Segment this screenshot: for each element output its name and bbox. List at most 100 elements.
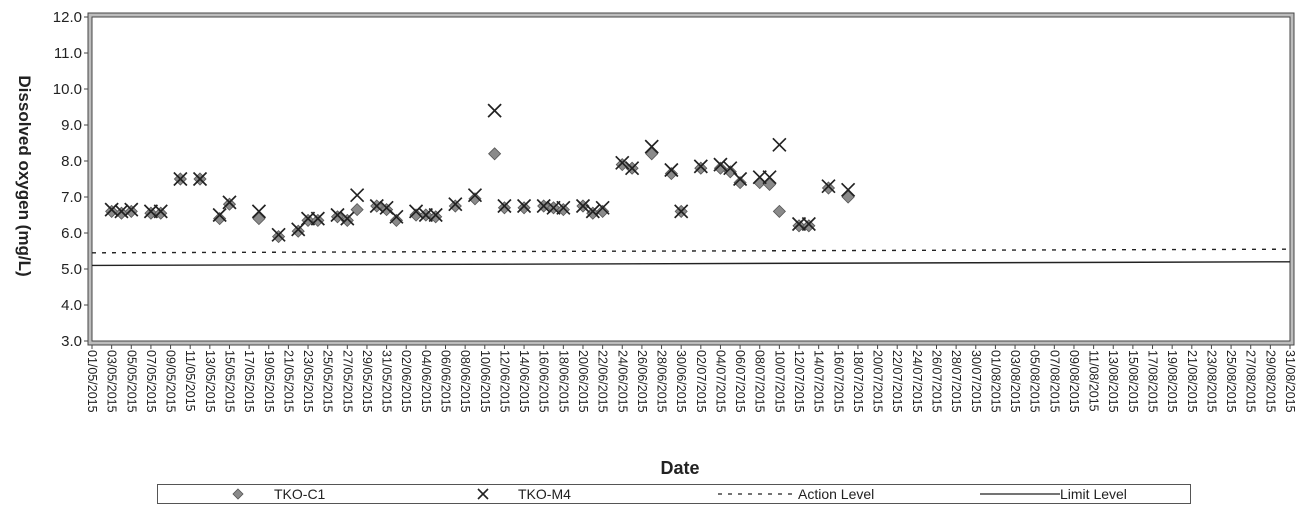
y-tick-label: 3.0 (61, 333, 82, 350)
cross-stroke (251, 204, 267, 219)
data-point-tko-c1 (272, 230, 286, 244)
data-point-tko-c1 (429, 210, 443, 224)
x-tick-label: 02/06/2015 (399, 350, 413, 413)
y-tick-label: 4.0 (61, 297, 82, 314)
y-tick-label: 9.0 (61, 117, 82, 134)
plot-inner (91, 16, 1291, 342)
cross-stroke (448, 197, 463, 212)
data-point-tko-c1 (154, 206, 168, 220)
cross-stroke (173, 171, 188, 187)
data-point-tko-m4 (310, 211, 325, 226)
dashed-line-icon (718, 493, 798, 495)
x-tick-label: 31/05/2015 (380, 350, 394, 413)
data-point-tko-c1 (488, 147, 502, 161)
x-tick-label: 12/07/2015 (792, 350, 806, 413)
y-axis-label: Dissolved oxygen (mg/L) (15, 75, 34, 276)
legend-label-action-level: Action Level (798, 486, 875, 502)
data-point-tko-m4 (428, 207, 443, 223)
data-point-tko-m4 (124, 202, 139, 217)
x-tick-label: 28/07/2015 (949, 350, 963, 413)
x-tick-label: 03/05/2015 (105, 350, 119, 413)
x-tick-label: 22/07/2015 (890, 350, 904, 413)
data-point-tko-c1 (330, 210, 345, 224)
data-point-tko-c1 (792, 219, 806, 233)
x-tick-label: 01/05/2015 (85, 350, 99, 413)
x-tick-label: 17/05/2015 (242, 350, 256, 413)
x-tick-label: 12/06/2015 (497, 350, 511, 413)
cross-stroke (723, 161, 738, 176)
data-point-tko-c1 (713, 161, 728, 175)
y-tick-label: 10.0 (53, 81, 82, 98)
data-point-tko-m4 (497, 198, 512, 214)
x-tick-label: 16/07/2015 (831, 350, 845, 413)
data-point-tko-c1 (821, 181, 836, 195)
cross-stroke (408, 204, 424, 219)
data-point-tko-m4 (251, 204, 267, 219)
x-tick-label: 28/06/2015 (655, 350, 669, 413)
y-tick-label: 7.0 (61, 189, 82, 206)
x-tick-label: 18/06/2015 (556, 350, 570, 413)
x-tick-label: 09/05/2015 (164, 350, 178, 413)
data-point-tko-c1 (556, 203, 570, 217)
cross-stroke (271, 227, 286, 242)
data-point-tko-m4 (772, 137, 787, 152)
data-point-tko-c1 (213, 212, 227, 226)
x-tick-label: 29/05/2015 (360, 350, 374, 413)
data-point-tko-m4 (222, 195, 237, 210)
cross-stroke (379, 200, 394, 215)
cross-stroke (114, 204, 129, 219)
cross-stroke (516, 198, 532, 214)
data-point-tko-m4 (350, 188, 365, 203)
data-point-tko-m4 (644, 139, 659, 154)
y-tick-label: 12.0 (53, 9, 82, 26)
limit-level-line (91, 261, 1291, 267)
data-point-tko-m4 (408, 204, 424, 219)
data-point-tko-c1 (497, 201, 511, 215)
x-tick-label: 24/06/2015 (615, 350, 629, 413)
x-tick-label: 19/05/2015 (262, 350, 276, 413)
data-point-tko-c1 (733, 176, 747, 190)
x-tick-label: 23/05/2015 (301, 350, 315, 413)
x-tick-label: 08/07/2015 (753, 350, 767, 413)
cross-stroke (644, 139, 659, 154)
x-tick-label: 26/06/2015 (635, 350, 649, 413)
legend-item-action-level: Action Level (718, 485, 874, 503)
legend: TKO-C1 TKO-M4 Action Level Limit Level (157, 484, 1191, 504)
data-point-tko-c1 (380, 203, 394, 217)
x-tick-label: 27/05/2015 (340, 350, 354, 413)
data-point-tko-c1 (448, 199, 462, 213)
cross-stroke (732, 171, 748, 187)
threshold-lines (91, 248, 1291, 267)
cross-stroke (192, 171, 208, 187)
data-point-tko-c1 (802, 219, 816, 233)
data-point-tko-c1 (340, 213, 354, 227)
x-tick-label: 05/08/2015 (1028, 350, 1042, 413)
cross-stroke (693, 159, 708, 174)
data-point-tko-m4 (330, 207, 345, 223)
x-tick-label: 22/06/2015 (596, 350, 610, 413)
x-tick-label: 15/05/2015 (222, 350, 236, 413)
cross-stroke (330, 207, 345, 223)
x-tick-label: 02/07/2015 (694, 350, 708, 413)
data-point-tko-m4 (801, 216, 816, 232)
cross-stroke (801, 216, 816, 232)
cross-stroke (350, 188, 365, 203)
x-tick-label: 29/08/2015 (1263, 350, 1277, 413)
data-point-tko-c1 (124, 204, 138, 218)
x-tick-label: 07/08/2015 (1047, 350, 1061, 413)
x-tick-label: 13/05/2015 (203, 350, 217, 413)
cross-stroke (615, 155, 630, 170)
data-point-tko-m4 (153, 204, 168, 219)
data-point-tko-c1 (389, 213, 403, 227)
x-tick-label: 20/07/2015 (871, 350, 885, 413)
y-tick-label: 8.0 (61, 153, 82, 170)
cross-stroke (340, 211, 355, 226)
cross-stroke (664, 162, 679, 178)
legend-item-limit-level: Limit Level (980, 485, 1127, 503)
x-tick-label: 03/08/2015 (1008, 350, 1022, 413)
data-point-tko-m4 (575, 198, 591, 214)
series-tko-m4 (104, 103, 856, 242)
data-point-tko-m4 (762, 170, 777, 185)
solid-line-icon (980, 493, 1060, 495)
data-point-tko-c1 (664, 167, 678, 181)
